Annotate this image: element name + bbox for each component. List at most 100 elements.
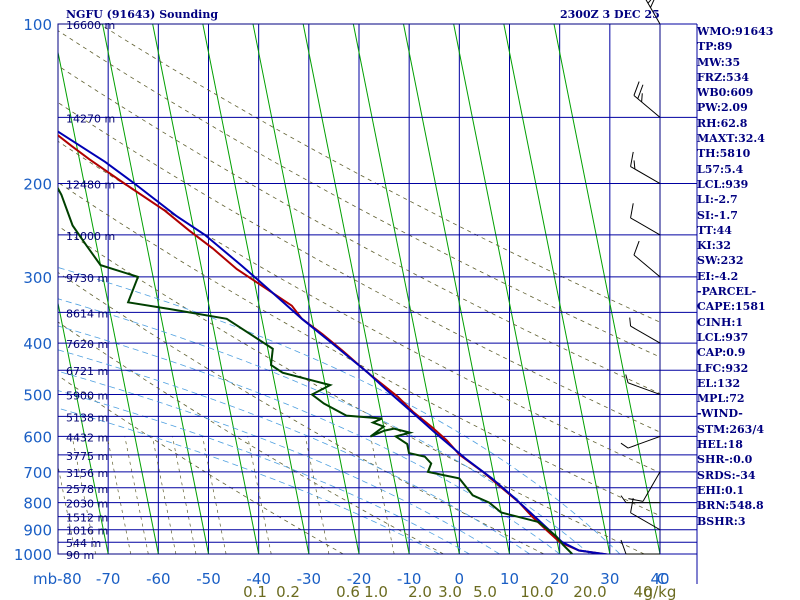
mixing-ratio-label: 1.0	[364, 583, 388, 600]
stat-item: WB0:609	[697, 86, 754, 100]
pressure-label: 200	[23, 176, 52, 194]
mixing-ratio-label: 40	[633, 583, 652, 600]
stat-item: HEL:18	[697, 438, 743, 452]
mixing-ratio-label: 10.0	[520, 583, 553, 600]
pressure-label: 900	[23, 522, 52, 540]
isotherm	[403, 24, 510, 554]
mixing-ratio-label: 0.2	[276, 583, 300, 600]
temperature-tick-label: -20	[347, 570, 372, 588]
height-label: 9730 m	[66, 272, 108, 285]
stat-item: L57:5.4	[697, 162, 744, 176]
isotherm	[0, 24, 8, 554]
isotherm	[252, 24, 360, 554]
temperature-tick-label: -30	[297, 570, 322, 588]
stat-item: SRDS:-34	[697, 468, 756, 482]
stat-item: FRZ:534	[697, 70, 750, 84]
stat-item: TP:89	[697, 40, 733, 54]
dry-adiabat	[58, 140, 660, 474]
pressure-label: 600	[23, 428, 52, 446]
stat-item: KI:32	[697, 239, 732, 253]
stat-item: LCL:937	[697, 330, 749, 344]
wind-barb	[630, 217, 661, 236]
dry-adiabat	[58, 181, 660, 517]
pressure-label: 800	[23, 495, 52, 513]
isotherm	[102, 24, 209, 554]
parcel-path	[58, 130, 608, 554]
height-label: 8614 m	[66, 307, 108, 320]
wind-barb	[633, 95, 661, 118]
stat-item: STM:263/4	[697, 422, 764, 436]
isotherm	[453, 24, 561, 554]
stat-item: SHR-:0.0	[697, 453, 753, 467]
height-label: 6721 m	[66, 365, 108, 378]
sounding-title: NGFU (91643) Sounding	[66, 8, 219, 21]
stat-item: -PARCEL-	[697, 285, 757, 299]
wind-barb	[642, 471, 661, 502]
mixing-ratio-line	[124, 436, 149, 554]
stat-item: MAXT:32.4	[697, 132, 765, 146]
stat-item: BSHR:3	[697, 514, 746, 528]
dry-adiabat	[58, 102, 660, 433]
stat-item: LI:-2.7	[697, 193, 738, 207]
mixing-ratio-line	[106, 436, 132, 554]
height-label: 4432 m	[66, 431, 108, 444]
wind-barb-flag	[630, 203, 634, 218]
stat-item: WMO:91643	[697, 25, 774, 38]
height-label: 544 m	[66, 537, 101, 550]
pressure-label: 300	[23, 269, 52, 287]
mixing-ratio-line	[202, 436, 227, 554]
temperature-tick-label: -40	[246, 570, 271, 588]
height-label: 5900 m	[66, 389, 108, 402]
plot-frame	[57, 23, 661, 555]
pressure-label: 500	[23, 386, 52, 404]
wind-barb	[630, 512, 661, 531]
stat-item: SI:-1.7	[697, 208, 738, 222]
wind-barb-flag	[633, 240, 640, 256]
stats-panel: WMO:91643 TP:89 MW:35 FRZ:534 WB0:609 PW:2.09…	[697, 24, 800, 529]
stat-item: CINH:1	[697, 315, 744, 329]
stat-item: LFC:932	[697, 361, 749, 375]
wind-barb	[630, 166, 661, 184]
height-label: 12480 m	[66, 179, 115, 192]
grid-layer	[0, 24, 660, 554]
wind-barb-flag	[641, 93, 643, 102]
temperature-tick-label: -70	[96, 570, 121, 588]
height-label: 2578 m	[66, 483, 108, 496]
mixing-ratio-line	[152, 436, 177, 554]
wind-barb-flag	[637, 84, 644, 99]
height-label: 1016 m	[66, 525, 108, 538]
mixing-ratio-label: 20.0	[573, 583, 606, 600]
sounding-time: 2300Z 3 DEC 25	[560, 8, 660, 21]
wind-barb-flag	[620, 495, 627, 503]
height-label: 3775 m	[66, 450, 108, 463]
isotherm	[503, 24, 611, 554]
temperature-tick-label: 10	[500, 570, 519, 588]
mixing-ratio-label: g/kg	[644, 583, 677, 600]
mixing-ratio-line	[247, 436, 272, 554]
stat-item: MPL:72	[697, 392, 745, 406]
wind-barb	[633, 254, 661, 278]
mixing-ratio-label: 0.1	[243, 583, 267, 600]
stat-item: EHI:0.1	[697, 483, 745, 497]
temperature-tick-label: -60	[146, 570, 171, 588]
isotherm	[58, 49, 159, 554]
wind-barb	[630, 325, 661, 344]
stat-item: PW:2.09	[697, 101, 748, 115]
height-label: 14270 m	[66, 112, 115, 125]
stat-item: EL:132	[697, 376, 741, 390]
dewpoint-profile	[58, 186, 573, 554]
stat-item: CAPE:1581	[697, 300, 766, 314]
pressure-label: 700	[23, 464, 52, 482]
stat-item: SW:232	[697, 254, 744, 268]
temperature-tick-label: -50	[196, 570, 221, 588]
mixing-ratio-label: 0.6	[336, 583, 360, 600]
isotherm	[302, 24, 410, 554]
wind-barb-flag	[629, 317, 632, 327]
mixing-ratio-label: 3.0	[438, 583, 462, 600]
stat-item: BRN:548.8	[697, 499, 764, 513]
wind-barb	[627, 382, 661, 395]
mixing-ratio-line	[305, 436, 330, 554]
isotherm	[58, 300, 109, 554]
wind-barb-flag	[630, 498, 634, 513]
